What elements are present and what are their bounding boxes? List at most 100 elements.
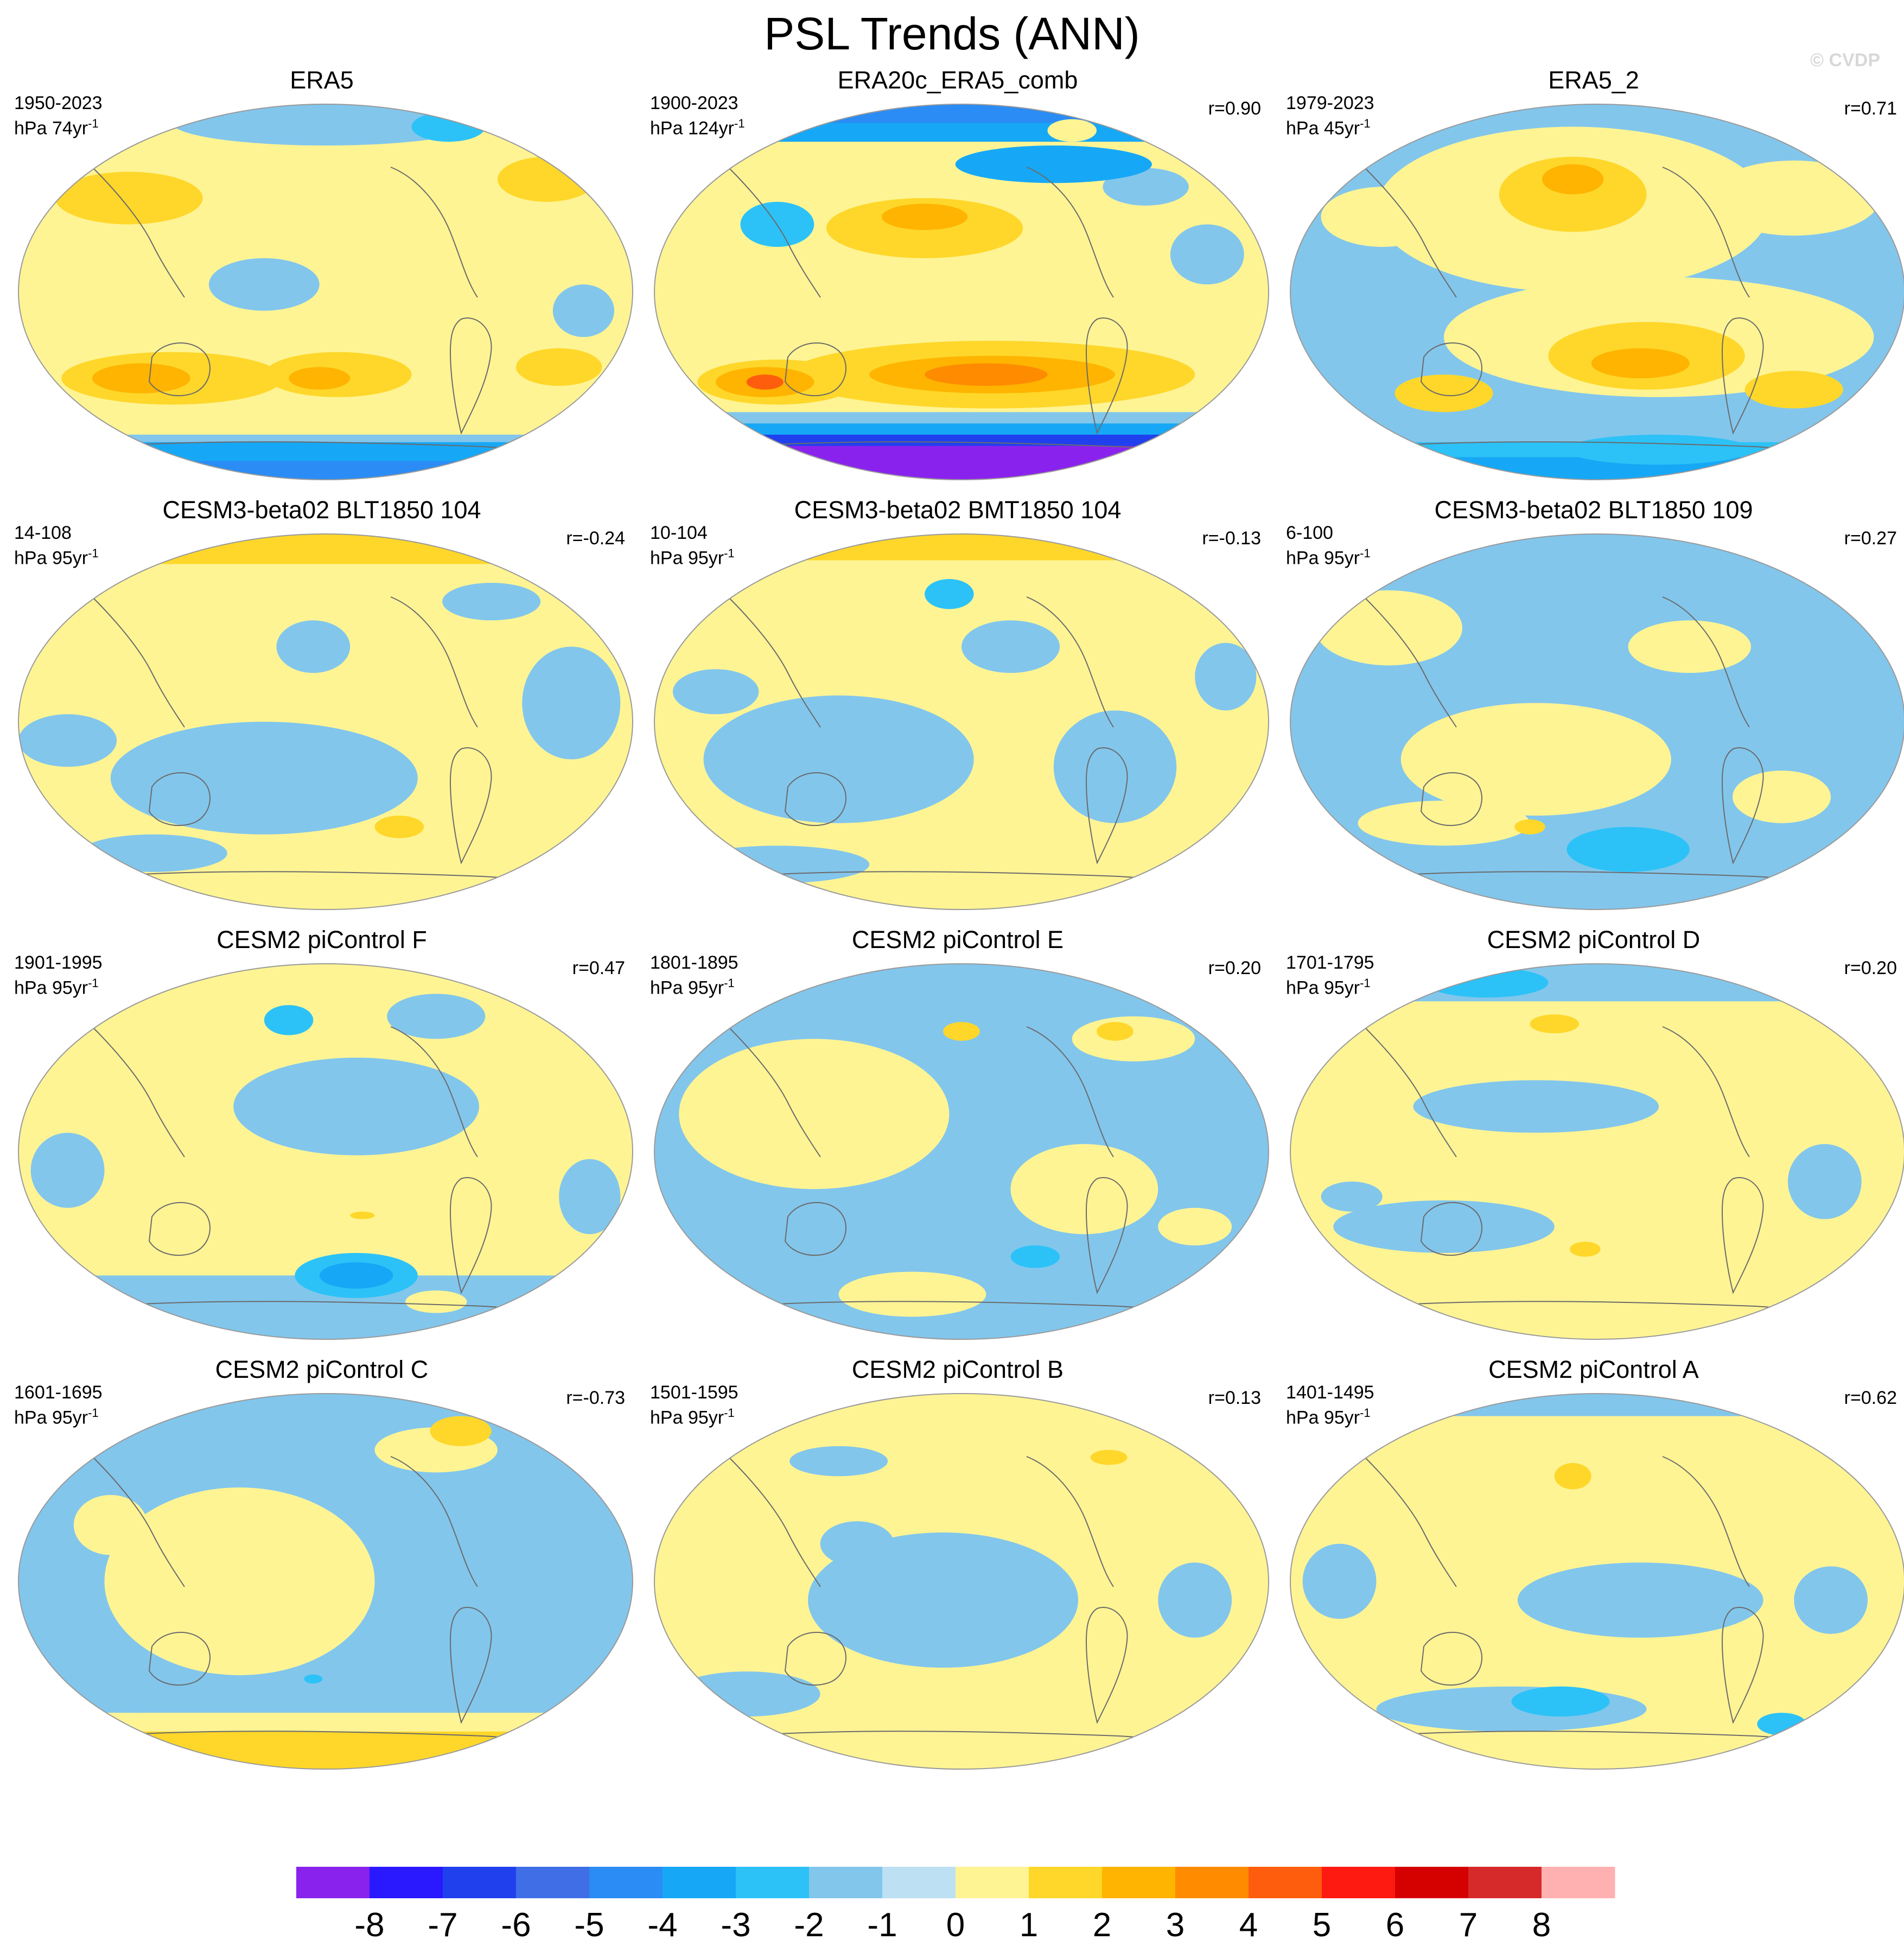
coastline [728, 596, 821, 728]
colorbar-tick-label: -6 [501, 1906, 531, 1944]
panel-title: CESM2 piControl F [216, 926, 427, 953]
coastline [449, 1607, 492, 1724]
coastline [784, 1202, 846, 1256]
field-contour [1394, 374, 1493, 412]
panel-correlation: r=0.90 [1208, 98, 1261, 119]
colorbar-swatch [1542, 1867, 1615, 1898]
field-contour [1566, 826, 1690, 872]
field-contour [522, 646, 621, 760]
coastline [92, 1456, 185, 1587]
field-contour [1090, 1449, 1128, 1465]
map-panel: ERA5 1950-2023 hPa 74yr-1 [10, 65, 634, 494]
panel-years: 1901-1995 [14, 952, 103, 973]
field-contour [497, 156, 596, 202]
coastline [1721, 1607, 1764, 1724]
colorbar-tick-label: 3 [1166, 1906, 1185, 1944]
field-contour [80, 834, 227, 872]
panel-years: 14-108 [14, 523, 72, 543]
colorbar-swatch [1322, 1867, 1396, 1898]
colorbar-swatch [736, 1867, 810, 1898]
map-plot [1290, 1393, 1904, 1770]
coastline [1364, 1456, 1457, 1587]
colorbar-tick-label: -4 [647, 1906, 677, 1944]
field-contour [387, 994, 486, 1039]
map-plot [1290, 963, 1904, 1340]
field-contour [1499, 156, 1647, 232]
colorbar-tick-label: -5 [574, 1906, 604, 1944]
colorbar-tick-label: -2 [794, 1906, 824, 1944]
map-border [18, 104, 633, 480]
panel-units: hPa 45yr-1 [1286, 113, 1371, 139]
coastline [92, 1026, 185, 1158]
coastline [1721, 747, 1764, 864]
coastline [1026, 596, 1114, 728]
field-contour [1733, 770, 1831, 823]
map-border [1290, 104, 1904, 480]
map-plot [1290, 104, 1904, 480]
panel-units: hPa 124yr-1 [650, 113, 745, 139]
coastline [1085, 1607, 1128, 1724]
field-contour [1400, 703, 1671, 816]
map-panel: CESM3-beta02 BLT1850 109 6-100 hPa 95yr-1 r… [1282, 495, 1904, 924]
panel-units: hPa 95yr-1 [1286, 543, 1371, 569]
field-contour [55, 171, 203, 225]
coastline [148, 772, 211, 826]
panel-title: CESM2 piControl D [1487, 926, 1701, 953]
coastline [784, 1632, 846, 1686]
panel-units-text: hPa 95yr [14, 977, 88, 999]
map-panel: CESM2 piControl B 1501-1595 hPa 95yr-1 r=0.… [646, 1354, 1270, 1783]
field-contour [1708, 160, 1880, 236]
panel-title: CESM2 piControl E [851, 926, 1064, 953]
colorbar-swatch [882, 1867, 956, 1898]
field-contour [172, 104, 479, 146]
coastline [1364, 167, 1457, 298]
map-panel: CESM2 piControl D 1701-1795 hPa 95yr-1 r=0.… [1282, 925, 1904, 1353]
map-border [18, 963, 633, 1340]
colorbar-tick-label: 0 [946, 1906, 965, 1944]
coastline [390, 596, 478, 728]
coastline [390, 1026, 478, 1158]
panel-units-text: hPa 95yr [650, 1407, 724, 1428]
panel-units-exponent: -1 [734, 117, 745, 130]
field-contour [1321, 1181, 1383, 1212]
field-background [1290, 964, 1904, 1339]
coastline [1721, 1177, 1764, 1294]
panel-years: 1401-1495 [1286, 1382, 1374, 1403]
panel-correlation: r=0.47 [572, 958, 625, 978]
field-contour [1170, 224, 1244, 285]
panel-title: ERA20c_ERA5_comb [837, 66, 1078, 94]
watermark: © CVDP [1810, 50, 1880, 71]
field-band [654, 446, 1269, 480]
map-plot [654, 104, 1269, 480]
coastline [148, 1202, 211, 1256]
panel-years: 1601-1695 [14, 1382, 103, 1403]
colorbar-tick-label: -7 [428, 1906, 457, 1944]
field-contour [411, 111, 486, 142]
panel-units-exponent: -1 [1360, 976, 1371, 990]
field-contour [430, 1416, 492, 1446]
field-contour [685, 845, 870, 883]
coastline [1026, 1026, 1114, 1158]
field-contour [1315, 590, 1462, 666]
field-contour [1097, 1022, 1134, 1041]
field-contour [1195, 643, 1257, 711]
field-contour [672, 1671, 820, 1717]
panel-years: 6-100 [1286, 523, 1333, 543]
field-contour [789, 1446, 888, 1477]
field-contour [925, 579, 974, 609]
panel-units: hPa 95yr-1 [14, 543, 99, 569]
field-contour [808, 1532, 1079, 1668]
colorbar-tick-label: 6 [1386, 1906, 1404, 1944]
coastline [1420, 342, 1482, 397]
coastline [390, 1456, 478, 1587]
map-plot [654, 533, 1269, 910]
coastline [449, 747, 492, 864]
coastline [1026, 1456, 1114, 1587]
panel-title: CESM3-beta02 BLT1850 104 [162, 496, 481, 524]
field-contour [559, 1159, 621, 1235]
colorbar: -8 -7 -6 -5 -4 -3 -2 -1 0 1 2 3 4 5 6 7 8 [296, 1867, 1615, 1944]
field-contour [1591, 348, 1690, 379]
colorbar-swatch [663, 1867, 736, 1898]
field-contour [233, 1058, 479, 1155]
panel-correlation: r=0.20 [1208, 958, 1261, 978]
